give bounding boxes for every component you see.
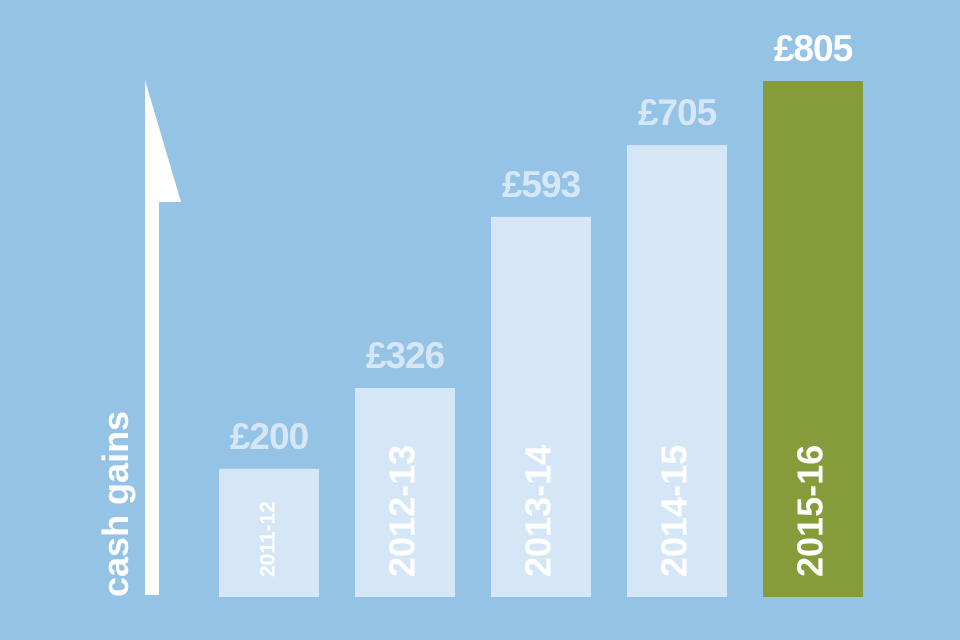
value-label: £326 [366,335,445,376]
value-label: £200 [230,416,309,457]
bar [763,81,863,597]
axis-arrow [145,80,181,595]
bar [219,468,319,597]
value-label: £593 [502,164,581,205]
category-label: 2013-14 [518,445,559,577]
axis-label: cash gains [95,411,136,597]
category-label: 2015-16 [790,445,831,577]
category-label: 2011-12 [257,501,280,577]
bar [627,145,727,598]
value-label: £705 [638,92,717,133]
value-label: £805 [774,28,853,69]
bar [491,216,591,597]
category-label: 2012-13 [382,445,423,577]
category-label: 2014-15 [654,445,695,577]
bar [355,388,455,597]
